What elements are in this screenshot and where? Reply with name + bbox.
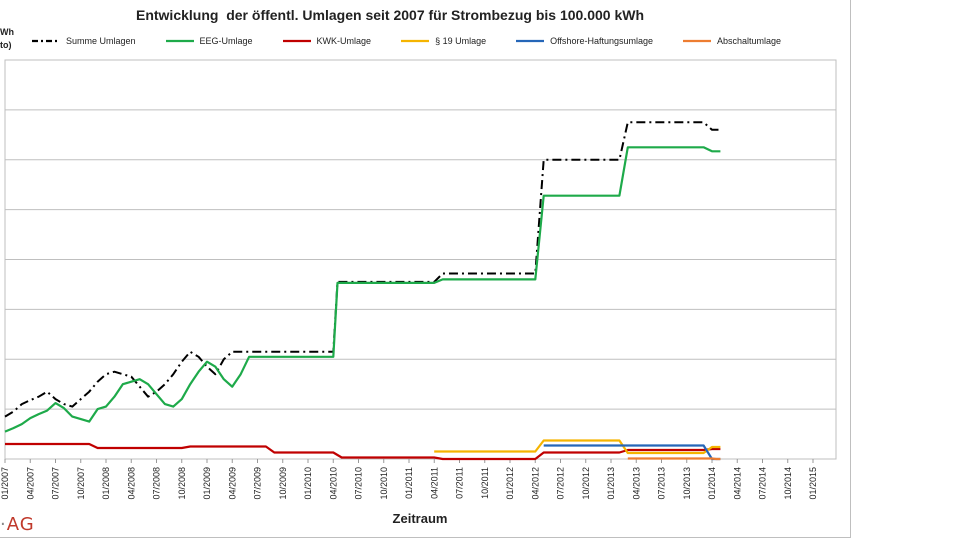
legend-label: Abschaltumlage [716,36,782,46]
legend-label: § 19 Umlage [435,36,487,46]
legend-label: KWK-Umlage [316,36,372,46]
x-tick-label: 07/2011 [455,467,465,499]
x-tick-label: 04/2009 [227,467,237,500]
x-tick-label: 10/2014 [783,467,793,500]
series-line-summe-umlagen [4,121,721,418]
x-tick-label: 04/2014 [732,467,742,500]
legend-item: EEG-Umlage [165,36,253,46]
x-tick-label: 07/2013 [657,467,667,500]
legend-swatch [401,39,430,43]
company-logo: ·AG [0,514,35,535]
plot-area: 01/2007 04/2007 07/2007 10/2007 01/2008 04/20… [0,59,837,500]
series-line-kwk-umlage [5,442,721,461]
chart-title: Entwicklung der öffentl. Umlagen seit 20… [135,7,644,23]
x-tick-label: 01/2014 [707,467,717,500]
x-tick-label: 01/2015 [808,467,818,500]
x-tick-label: 07/2010 [354,467,364,500]
x-tick-label: 10/2008 [177,467,187,500]
x-tick-label: 04/2008 [126,467,136,500]
x-tick-label: 07/2014 [758,467,768,500]
legend-item: § 19 Umlage [401,36,486,46]
logo-text: AG [6,514,35,535]
legend-item: KWK-Umlage [282,36,372,46]
x-tick-label: 01/2009 [202,467,212,500]
x-tick-label: 01/2013 [606,467,616,500]
x-tick-label: 04/2011 [429,467,439,499]
series-line-eeg-umlage [4,146,721,433]
x-tick-label: 07/2007 [51,467,61,500]
legend-swatch [682,39,711,43]
x-tick-label: 07/2009 [253,467,263,500]
x-tick-label: 10/2007 [76,467,86,500]
y-axis-unit-fragment-1: Wh [0,27,14,37]
legend-label: Offshore-Haftungsumlage [550,36,653,46]
x-tick-label: 01/2007 [0,467,10,500]
x-tick-label: 10/2013 [682,467,692,500]
series-line-abschaltumlage [627,457,721,461]
x-tick-label: 04/2010 [328,467,338,500]
x-tick-label: 07/2008 [152,467,162,500]
x-tick-label: 04/2007 [25,467,35,500]
plot-border [4,59,837,460]
x-tick-label: 07/2012 [556,467,566,500]
legend-item: Abschaltumlage [682,36,782,46]
y-axis-unit-fragment-2: to) [0,40,12,50]
x-tick-label: 01/2010 [303,467,313,500]
x-tick-label: 01/2011 [404,467,414,499]
x-axis-title: Zeitraum [392,511,448,526]
legend-label: Summe Umlagen [66,36,136,46]
legend: Summe Umlagen EEG-Umlage KWK-Umlage § 19 Um… [32,34,811,48]
x-tick-label: 04/2012 [530,467,540,500]
x-tick-label: 10/2012 [581,467,591,500]
legend-swatch [516,39,545,43]
x-tick-label: 01/2012 [505,467,515,500]
legend-item: Offshore-Haftungsumlage [516,36,653,46]
legend-swatch [32,39,60,43]
legend-swatch [165,39,194,43]
x-tick-label: 10/2009 [278,467,288,500]
x-tick-label: 04/2013 [631,467,641,500]
legend-item: Summe Umlagen [32,36,136,46]
series-line-19-umlage [434,439,721,455]
x-tick-label: 01/2008 [101,467,111,500]
legend-swatch [282,39,311,43]
x-tick-label: 10/2010 [379,467,389,500]
x-tick-label: 10/2011 [480,467,490,499]
legend-label: EEG-Umlage [199,36,253,46]
